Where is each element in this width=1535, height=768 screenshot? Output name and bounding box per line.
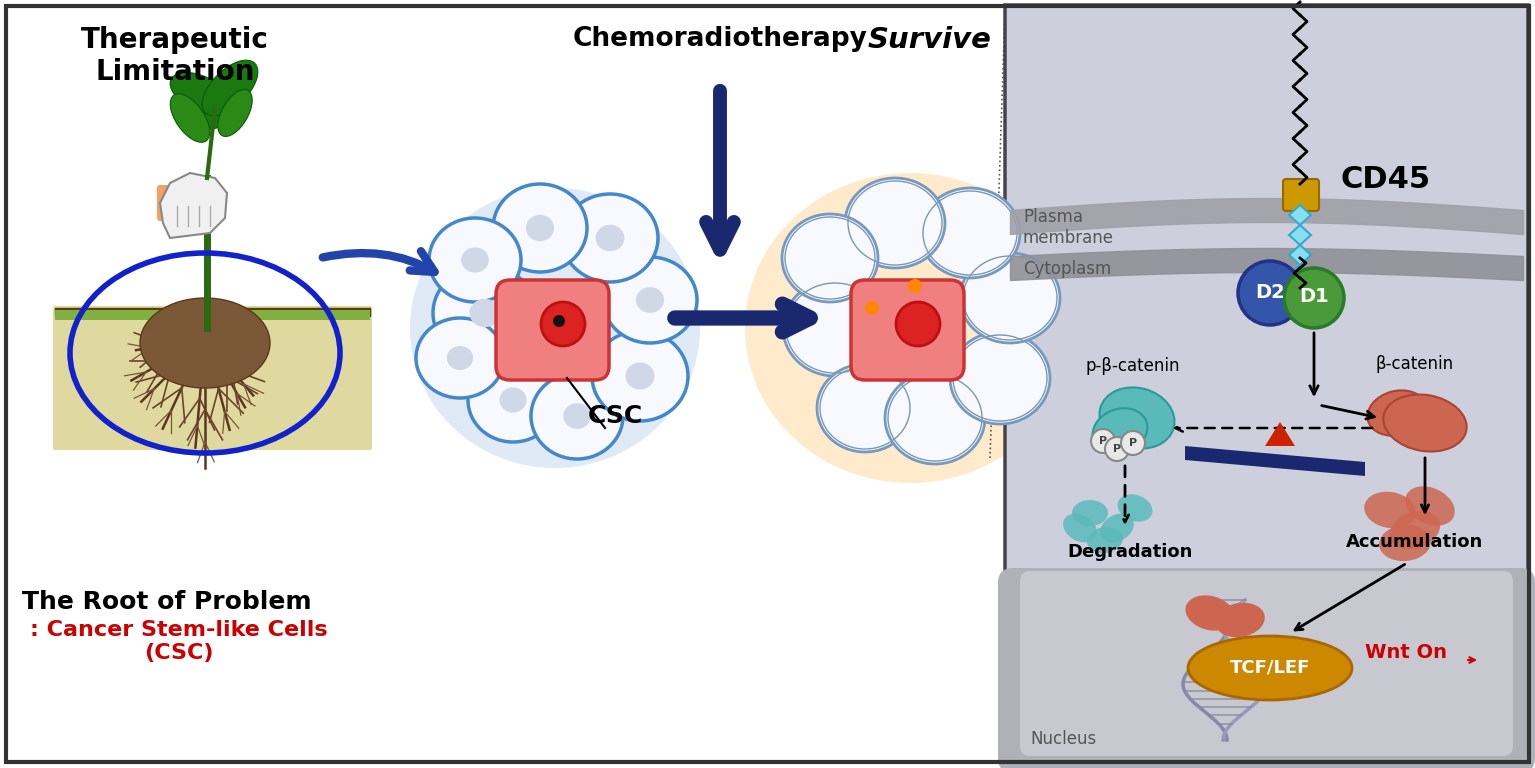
FancyBboxPatch shape [1005, 5, 1527, 763]
Circle shape [1105, 437, 1130, 461]
Ellipse shape [844, 178, 946, 268]
Text: CSC: CSC [588, 404, 643, 428]
Ellipse shape [428, 218, 520, 302]
FancyBboxPatch shape [54, 306, 371, 450]
Ellipse shape [531, 373, 623, 459]
Text: P: P [1128, 438, 1137, 448]
FancyBboxPatch shape [998, 568, 1535, 768]
Ellipse shape [1188, 636, 1352, 700]
Text: Degradation: Degradation [1067, 543, 1193, 561]
Ellipse shape [950, 332, 1050, 424]
Ellipse shape [410, 188, 700, 468]
Text: Therapeutic
Limitation: Therapeutic Limitation [81, 26, 269, 87]
Text: P: P [1099, 436, 1107, 446]
Ellipse shape [1185, 595, 1234, 631]
Polygon shape [1289, 225, 1311, 245]
Ellipse shape [493, 184, 586, 272]
Circle shape [1239, 261, 1302, 325]
FancyBboxPatch shape [55, 310, 370, 320]
Circle shape [896, 302, 939, 346]
Ellipse shape [635, 287, 665, 313]
Ellipse shape [460, 247, 488, 273]
Ellipse shape [1087, 527, 1124, 553]
Ellipse shape [783, 280, 887, 376]
Text: Chemoradiotherapy: Chemoradiotherapy [573, 26, 867, 52]
Circle shape [553, 315, 565, 327]
FancyBboxPatch shape [850, 280, 964, 380]
Text: Nucleus: Nucleus [1030, 730, 1096, 748]
Circle shape [1091, 429, 1114, 453]
Ellipse shape [919, 188, 1019, 278]
Ellipse shape [603, 257, 697, 343]
Ellipse shape [1071, 500, 1108, 526]
Ellipse shape [744, 173, 1074, 483]
Text: The Root of Problem: The Root of Problem [21, 590, 312, 614]
Ellipse shape [1405, 486, 1455, 525]
Polygon shape [160, 173, 227, 238]
Ellipse shape [1389, 511, 1440, 549]
Circle shape [1283, 268, 1345, 328]
Polygon shape [1265, 422, 1296, 446]
FancyBboxPatch shape [1283, 179, 1319, 211]
Text: D1: D1 [1299, 287, 1329, 306]
Text: Cytoplasm: Cytoplasm [1022, 260, 1111, 278]
Text: p-β-catenin: p-β-catenin [1085, 357, 1180, 375]
Ellipse shape [468, 358, 559, 442]
Text: Wnt On: Wnt On [1365, 644, 1448, 663]
Circle shape [1121, 431, 1145, 455]
Text: Survive: Survive [869, 26, 992, 54]
Ellipse shape [562, 194, 659, 282]
FancyBboxPatch shape [157, 185, 213, 221]
Ellipse shape [499, 387, 527, 412]
Ellipse shape [1093, 409, 1147, 454]
Ellipse shape [596, 225, 625, 251]
Ellipse shape [593, 331, 688, 421]
Ellipse shape [177, 85, 249, 131]
Text: : Cancer Stem-like Cells
(CSC): : Cancer Stem-like Cells (CSC) [31, 620, 327, 664]
Ellipse shape [563, 403, 591, 429]
Text: Accumulation: Accumulation [1346, 533, 1484, 551]
Ellipse shape [140, 298, 270, 388]
Text: CD45: CD45 [1340, 165, 1431, 194]
Polygon shape [1289, 245, 1311, 265]
FancyBboxPatch shape [1019, 571, 1514, 756]
Ellipse shape [1117, 495, 1153, 521]
Ellipse shape [527, 215, 554, 241]
Ellipse shape [1101, 514, 1134, 542]
Text: P: P [1113, 444, 1121, 454]
Text: D2: D2 [1256, 283, 1285, 302]
Polygon shape [1289, 205, 1311, 225]
Ellipse shape [170, 94, 210, 142]
Ellipse shape [218, 90, 252, 137]
Ellipse shape [470, 299, 500, 327]
Ellipse shape [433, 266, 537, 360]
Ellipse shape [1216, 603, 1265, 637]
Text: Plasma
membrane: Plasma membrane [1022, 208, 1114, 247]
Ellipse shape [817, 364, 913, 452]
Ellipse shape [886, 372, 985, 464]
Circle shape [540, 302, 585, 346]
Polygon shape [1289, 265, 1311, 285]
Ellipse shape [781, 214, 878, 302]
Ellipse shape [203, 60, 258, 116]
Ellipse shape [416, 318, 503, 398]
Polygon shape [1185, 446, 1365, 476]
Circle shape [866, 301, 880, 315]
Ellipse shape [447, 346, 473, 370]
Text: TCF/LEF: TCF/LEF [1230, 659, 1311, 677]
Circle shape [909, 279, 923, 293]
Ellipse shape [1099, 387, 1174, 449]
Ellipse shape [1368, 390, 1426, 435]
Ellipse shape [1383, 395, 1466, 452]
Ellipse shape [1378, 525, 1431, 561]
FancyBboxPatch shape [496, 280, 609, 380]
Ellipse shape [626, 362, 654, 389]
Ellipse shape [170, 72, 230, 114]
Ellipse shape [959, 253, 1061, 343]
Text: β-catenin: β-catenin [1375, 355, 1454, 373]
Ellipse shape [1064, 514, 1098, 542]
Ellipse shape [1365, 492, 1415, 528]
